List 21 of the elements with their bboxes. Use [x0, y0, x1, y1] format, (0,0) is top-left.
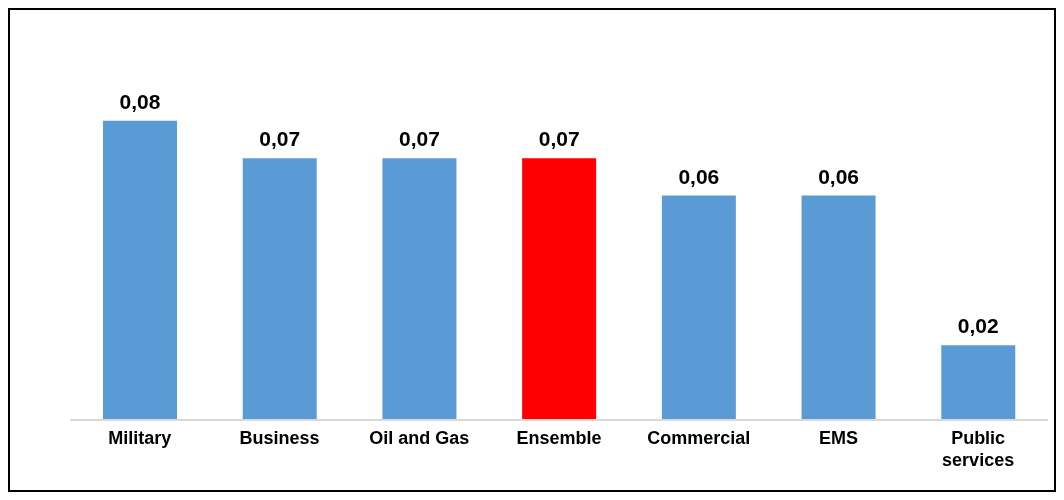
data-label: 0,08: [119, 89, 161, 113]
x-tick-label: Military: [108, 428, 172, 448]
x-tick-label: Public services: [942, 428, 1015, 470]
bar: [242, 158, 317, 420]
x-tick-label: EMS: [818, 428, 858, 448]
bar: [801, 195, 876, 420]
data-label: 0,07: [538, 127, 580, 151]
x-tick-label: Oil and Gas: [369, 428, 470, 448]
bar: [661, 195, 736, 420]
bar: [941, 345, 1016, 420]
bar: [103, 120, 177, 420]
bar: [522, 158, 597, 420]
data-label: 0,02: [957, 314, 999, 338]
x-tick-label: Business: [239, 428, 320, 448]
data-label: 0,06: [818, 164, 860, 188]
data-label: 0,07: [398, 127, 440, 151]
x-tick-label: Commercial: [647, 428, 751, 448]
data-label: 0,07: [259, 127, 301, 151]
data-label: 0,06: [678, 164, 720, 188]
bar: [382, 158, 457, 420]
x-tick-label: Ensemble: [516, 428, 602, 448]
